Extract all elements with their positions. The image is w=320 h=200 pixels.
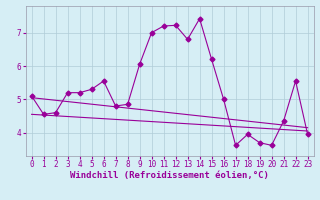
X-axis label: Windchill (Refroidissement éolien,°C): Windchill (Refroidissement éolien,°C) — [70, 171, 269, 180]
